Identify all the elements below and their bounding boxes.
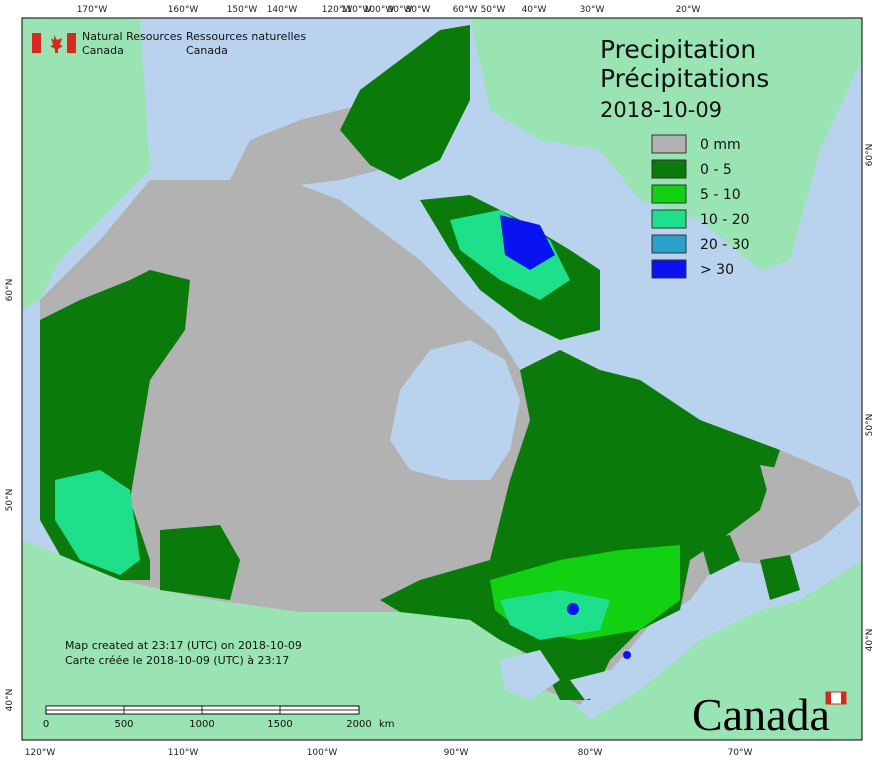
precip-zone [380, 350, 780, 700]
precip-zone [623, 651, 631, 659]
legend-label: 0 mm [700, 137, 741, 153]
legend-label: 20 - 30 [700, 237, 750, 253]
legend-swatch [651, 234, 687, 254]
legend-label: 5 - 10 [700, 187, 741, 203]
scale-segment [279, 709, 360, 715]
wordmark-flag [841, 692, 846, 704]
latitude-label: 50°N [5, 489, 15, 512]
agency-en: Canada [82, 44, 124, 57]
precip-zone [55, 470, 140, 575]
alaska-land [22, 18, 150, 310]
latitude-label: 40°N [5, 689, 15, 712]
latitude-label: 60°N [865, 144, 875, 167]
longitude-label: 150°W [227, 5, 258, 15]
longitude-label: 70°W [728, 748, 753, 758]
longitude-label: 100°W [364, 5, 395, 15]
agency-fr: Canada [186, 44, 228, 57]
legend-label: > 30 [700, 262, 734, 278]
longitude-label: 120°W [25, 748, 56, 758]
longitude-label: 90°W [388, 5, 413, 15]
scale-label: 500 [114, 719, 133, 730]
legend-label: 10 - 20 [700, 212, 750, 228]
legend-swatch [651, 159, 687, 179]
latitude-label: 60°N [5, 279, 15, 302]
longitude-label: 50°W [481, 5, 506, 15]
scale-label: 1500 [267, 719, 292, 730]
scale-segment [123, 709, 203, 715]
newfoundland [760, 465, 860, 540]
legend-swatch [651, 259, 687, 279]
canada-wordmark: Canada [692, 689, 830, 740]
longitude-label: 110°W [168, 748, 199, 758]
latitude-label: 50°N [865, 414, 875, 437]
title: Precipitation [600, 35, 756, 64]
date: 2018-10-09 [600, 98, 722, 122]
scale-segment [45, 705, 125, 711]
legend-swatch [651, 134, 687, 154]
scale-bar: km 0 500 1000 1500 2000 [43, 705, 395, 730]
longitude-label: 40°W [522, 5, 547, 15]
great-lakes [500, 650, 620, 700]
legend-swatch [651, 209, 687, 229]
longitude-label: 110°W [341, 5, 372, 15]
longitude-label: 80°W [406, 5, 431, 15]
agency-en: Natural Resources [82, 30, 183, 43]
scale-segment [201, 705, 281, 711]
legend-swatch [651, 184, 687, 204]
hudson-bay [390, 340, 520, 480]
precip-zone [567, 603, 579, 615]
longitude-label: 100°W [307, 748, 338, 758]
precip-zone [160, 525, 240, 600]
maple-leaf [50, 35, 63, 53]
scale-label: 0 [43, 719, 49, 730]
agency-block: Natural Resources Canada Ressources natu… [32, 30, 306, 57]
map-frame [21, 17, 863, 741]
scale-label: 2000 [346, 719, 371, 730]
wordmark-flag [826, 692, 831, 704]
title: Précipitations [600, 64, 769, 93]
scale-unit: km [379, 719, 395, 730]
usa-land [22, 540, 862, 740]
longitude-label: 120°W [322, 5, 353, 15]
longitude-label: 60°W [453, 5, 478, 15]
precip-zone [700, 535, 800, 600]
flag-bar [67, 33, 76, 53]
latitude-label: 40°N [865, 629, 875, 652]
longitude-label: 80°W [578, 748, 603, 758]
longitude-label: 20°W [676, 5, 701, 15]
agency-fr: Ressources naturelles [186, 30, 306, 43]
precip-zone [500, 215, 555, 270]
longitude-label: 160°W [168, 5, 199, 15]
map-area [21, 17, 863, 741]
longitude-label: 140°W [267, 5, 298, 15]
scale-label: 1000 [189, 719, 214, 730]
note: Map created at 23:17 (UTC) on 2018-10-09 [65, 639, 302, 652]
legend-label: 0 - 5 [700, 162, 732, 178]
precip-zone [500, 590, 610, 640]
note: Carte créée le 2018-10-09 (UTC) à 23:17 [65, 654, 289, 667]
longitude-label: 90°W [444, 748, 469, 758]
longitude-label: 30°W [580, 5, 605, 15]
longitude-label: 170°W [77, 5, 108, 15]
flag-bar [32, 33, 41, 53]
ellesmere-island [340, 25, 470, 180]
